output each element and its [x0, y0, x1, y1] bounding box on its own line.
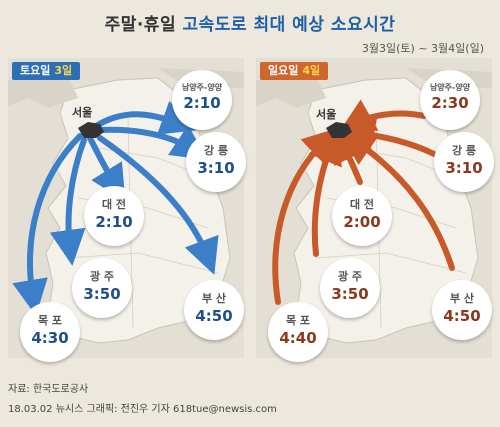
destination-name: 광 주 — [89, 270, 115, 283]
travel-time: 2:30 — [431, 94, 469, 112]
travel-time: 4:50 — [195, 307, 233, 325]
saturday-day: 3일 — [54, 64, 73, 77]
destination-name: 대 전 — [349, 198, 375, 211]
arrow-to-daejeon — [87, 135, 126, 202]
title-highlight: 고속도로 최대 예상 소요시간 — [182, 15, 396, 35]
page-title: 주말·휴일 고속도로 최대 예상 소요시간 — [0, 10, 500, 35]
date-range: 3월3일(토) ~ 3월4일(일) — [361, 42, 484, 55]
saturday-mokpo: 목 포 4:30 — [20, 302, 80, 362]
sunday-mokpo: 목 포 4:40 — [268, 302, 328, 362]
sunday-day: 4일 — [302, 64, 321, 77]
saturday-panel: 토요일 3일 서울 남양주-양양 2:10 강 릉 3:10 대 전 2:10 광 주 3… — [8, 58, 246, 362]
travel-time: 3:10 — [445, 159, 483, 177]
sunday-gangneung: 강 릉 3:10 — [434, 132, 494, 192]
arrow-from-busan — [339, 129, 455, 271]
arrow-from-mokpo — [272, 127, 340, 305]
destination-name: 광 주 — [337, 270, 363, 283]
destination-name: 목 포 — [37, 314, 63, 327]
arrow-to-mokpo — [12, 133, 83, 316]
destination-name: 목 포 — [285, 314, 311, 327]
sunday-busan: 부 산 4:50 — [432, 280, 492, 340]
travel-time: 3:10 — [197, 159, 235, 177]
sunday-yangyang: 남양주-양양 2:30 — [420, 70, 480, 130]
travel-time: 2:10 — [183, 94, 221, 112]
destination-name: 부 산 — [449, 292, 475, 305]
destination-name: 부 산 — [201, 292, 227, 305]
seoul-blob — [326, 122, 352, 138]
arrow-to-busan — [97, 135, 219, 275]
credit-text: 18.03.02 뉴시스 그래픽: 전진우 기자 618tue@newsis.c… — [8, 404, 277, 415]
travel-time: 3:50 — [83, 285, 121, 303]
saturday-tag: 토요일 3일 — [12, 62, 81, 80]
title-prefix: 주말·휴일 — [104, 15, 183, 35]
sunday-gwangju: 광 주 3:50 — [320, 258, 380, 318]
destination-name: 남양주-양양 — [181, 83, 223, 92]
saturday-busan: 부 산 4:50 — [184, 280, 244, 340]
seoul-label: 서울 — [72, 106, 93, 119]
source-text: 자료: 한국도로공사 — [8, 384, 89, 395]
travel-time: 2:00 — [343, 213, 381, 231]
travel-time: 3:50 — [331, 285, 369, 303]
destination-name: 남양주-양양 — [429, 83, 471, 92]
saturday-yangyang: 남양주-양양 2:10 — [172, 70, 232, 130]
travel-time: 2:10 — [95, 213, 133, 231]
saturday-gangneung: 강 릉 3:10 — [186, 132, 246, 192]
sunday-label: 일요일 — [268, 64, 299, 77]
sunday-daejeon: 대 전 2:00 — [332, 186, 392, 246]
arrow-to-gangneung — [97, 125, 208, 160]
saturday-daejeon: 대 전 2:10 — [84, 186, 144, 246]
arrow-to-gwangju — [49, 137, 87, 266]
saturday-gwangju: 광 주 3:50 — [72, 258, 132, 318]
destination-name: 강 릉 — [203, 144, 229, 157]
destination-name: 강 릉 — [451, 144, 477, 157]
destination-name: 대 전 — [101, 198, 127, 211]
travel-time: 4:30 — [31, 329, 69, 347]
saturday-label: 토요일 — [20, 64, 51, 77]
sunday-panel: 일요일 4일 서울 남양주-양양 2:30 강 릉 3:10 대 전 2:00 광 주 3… — [256, 58, 494, 362]
seoul-blob — [78, 122, 104, 138]
travel-time: 4:50 — [443, 307, 481, 325]
seoul-label: 서울 — [316, 108, 337, 121]
sunday-tag: 일요일 4일 — [260, 62, 329, 80]
travel-time: 4:40 — [279, 329, 317, 347]
arrow-to-yangyang — [93, 100, 197, 135]
